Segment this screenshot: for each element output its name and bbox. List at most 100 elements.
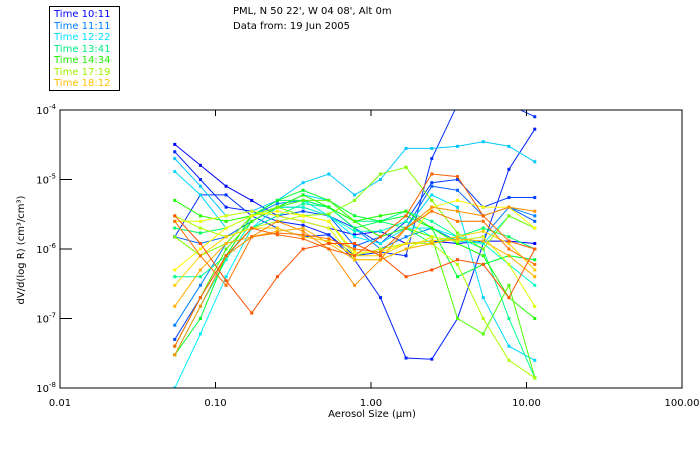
data-point: [301, 229, 305, 233]
data-point: [198, 241, 202, 245]
data-point: [481, 229, 485, 233]
data-point: [275, 209, 279, 213]
data-point: [507, 254, 511, 258]
data-point: [481, 296, 485, 300]
data-point: [353, 235, 357, 239]
data-point: [507, 205, 511, 209]
legend-item: Time 17:19: [54, 66, 111, 78]
data-point: [173, 283, 177, 287]
data-point: [507, 144, 511, 148]
data-point: [198, 163, 202, 167]
data-point: [301, 209, 305, 213]
data-point: [353, 254, 357, 258]
data-point: [533, 304, 537, 308]
data-point: [378, 172, 382, 176]
data-point: [198, 178, 202, 181]
data-point: [481, 262, 485, 266]
data-point: [533, 214, 537, 218]
data-point: [430, 181, 434, 185]
data-point: [353, 198, 357, 202]
data-point: [250, 226, 254, 230]
data-point: [404, 241, 408, 245]
data-point: [507, 317, 511, 320]
data-point: [481, 226, 485, 230]
data-point: [198, 226, 202, 230]
data-point: [353, 226, 357, 230]
data-point: [378, 219, 382, 223]
data-point: [327, 247, 331, 251]
x-tick-label: 0.01: [49, 398, 71, 409]
data-point: [353, 214, 357, 218]
data-point: [275, 226, 279, 230]
data-point: [353, 193, 357, 197]
series-line: [174, 227, 536, 307]
data-point: [430, 172, 434, 176]
data-point: [327, 241, 331, 245]
data-point: [275, 214, 279, 218]
data-point: [481, 241, 485, 245]
data-point: [378, 247, 382, 251]
data-point: [173, 344, 177, 348]
series-24: [173, 172, 537, 348]
data-point: [507, 296, 511, 300]
data-point: [198, 268, 202, 272]
y-tick-label: 10-7: [36, 312, 56, 326]
data-point: [301, 237, 305, 241]
data-point: [224, 247, 228, 251]
data-point: [456, 235, 460, 239]
data-point: [378, 229, 382, 233]
data-point: [353, 283, 357, 287]
legend: Time 10:11 Time 11:11 Time 12:22 Time 13:41…: [49, 6, 120, 91]
data-point: [198, 317, 202, 320]
data-point: [481, 254, 485, 258]
data-point: [430, 205, 434, 209]
data-point: [481, 239, 485, 243]
x-tick-label: 1.00: [360, 398, 382, 409]
axes: 0.01 0.10 1.00 10.00 100.00 10-4 10-5 10-6 10-7 1…: [36, 103, 699, 409]
data-point: [301, 193, 305, 197]
data-point: [378, 254, 382, 258]
data-point: [456, 262, 460, 266]
data-point: [456, 237, 460, 241]
data-point: [301, 235, 305, 239]
series-14: [173, 198, 537, 380]
data-point: [327, 172, 331, 176]
y-axis-label: dV/d(log R) (cm³/cm³): [16, 195, 27, 304]
data-point: [198, 332, 202, 336]
data-point: [404, 356, 408, 360]
data-point: [533, 275, 537, 279]
data-point: [507, 214, 511, 218]
data-point: [404, 254, 408, 258]
legend-item: Time 12:22: [54, 32, 111, 43]
y-tick-label: 10-8: [36, 381, 56, 395]
y-tick-label: 10-5: [36, 173, 56, 187]
data-point: [404, 165, 408, 169]
data-point: [353, 258, 357, 262]
data-point: [456, 103, 459, 106]
data-point: [481, 332, 485, 336]
data-point: [198, 304, 202, 308]
data-point: [198, 193, 202, 197]
data-point: [430, 193, 434, 197]
data-point: [533, 226, 537, 230]
data-point: [507, 241, 511, 245]
data-point: [301, 223, 305, 227]
data-point: [456, 144, 460, 148]
data-point: [430, 226, 434, 230]
data-point: [173, 219, 177, 223]
data-point: [533, 160, 537, 164]
data-point: [481, 235, 485, 239]
series-5: [173, 198, 537, 327]
legend-item: Time 14:34: [54, 55, 111, 66]
data-point: [198, 219, 202, 223]
data-point: [327, 239, 331, 243]
data-point: [533, 247, 537, 251]
data-point: [198, 254, 202, 258]
data-point: [173, 386, 177, 388]
data-point: [327, 226, 331, 230]
data-point: [456, 241, 460, 245]
x-tick-label: 100.00: [665, 398, 700, 409]
data-point: [533, 241, 537, 245]
data-point: [456, 258, 460, 262]
y-tick-label: 10-4: [36, 103, 56, 117]
